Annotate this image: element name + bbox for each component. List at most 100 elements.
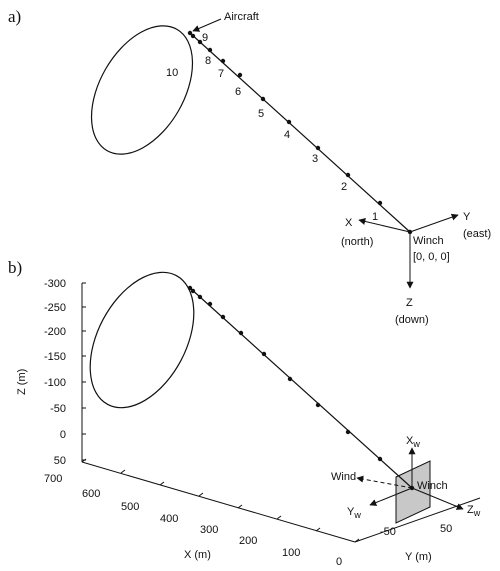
x-tick-label: 300: [200, 524, 218, 536]
x-tick-mark: [159, 481, 165, 486]
winch-label-a: Winch: [413, 235, 444, 247]
tether-node: [345, 429, 351, 435]
yw-label: Yw: [347, 506, 361, 520]
tether-node: [190, 33, 196, 39]
tether-node: [220, 314, 226, 320]
z-tick-label: -250: [44, 302, 66, 314]
point-label-8: 8: [205, 55, 211, 67]
winch-coords: [0, 0, 0]: [413, 251, 450, 263]
y-axis-title: Y (m): [405, 551, 432, 563]
zw-axis-arrow: [411, 487, 464, 510]
x-tick-label: 600: [82, 488, 100, 500]
zw-label: Zw: [467, 504, 481, 518]
x-tick-mark: [315, 527, 321, 532]
x-axis-name: X: [345, 217, 353, 229]
z-tick-label: -200: [44, 326, 66, 338]
point-label-6: 6: [235, 86, 241, 98]
panel-b: b) -300 -250 -200 -150 -100 -50 0 50 Z (…: [8, 258, 481, 568]
point-label-9: 9: [202, 32, 208, 44]
tether-node: [261, 351, 267, 357]
flight-path-loop-a: [90, 25, 194, 155]
x-axis-line: [81, 461, 356, 543]
point-label-1: 1: [372, 211, 378, 223]
winch-label-b: Winch: [417, 480, 448, 492]
x-tick-mark: [81, 458, 87, 463]
x-tick-label: 200: [239, 535, 257, 547]
tether-node: [377, 200, 383, 206]
y-tick-label: 50: [440, 523, 452, 535]
z-axis-direction: (down): [395, 314, 429, 326]
panel-a-label: a): [8, 7, 21, 26]
point-label-4: 4: [284, 129, 290, 141]
point-label-2: 2: [341, 181, 347, 193]
tether-node: [286, 119, 292, 125]
z-tick-label: -50: [50, 403, 66, 415]
x-tick-mark: [120, 469, 126, 474]
tether-node: [315, 145, 321, 151]
winch-point-b: [409, 485, 415, 491]
tether-node: [237, 72, 243, 78]
tether-node: [207, 47, 213, 53]
yw-axis-arrow: [369, 487, 413, 506]
tether-node: [315, 402, 321, 408]
x-tick-mark: [354, 538, 360, 543]
wind-arrow: [356, 475, 413, 489]
aircraft-label: Aircraft: [224, 11, 259, 23]
z-tick-label: 50: [54, 455, 66, 467]
tether-line-b: [189, 287, 413, 489]
x-axis-title: X (m): [184, 549, 211, 561]
tether-nodes-a: [187, 30, 383, 206]
z-tick-label: -150: [44, 351, 66, 363]
aircraft-arrow: [192, 18, 222, 32]
z-tick-label: -100: [44, 377, 66, 389]
tether-node: [207, 301, 213, 307]
wind-frame-axes: Wind Winch Xw Yw Zw: [331, 435, 481, 520]
y-tick-label: -50: [380, 526, 396, 538]
x-tick-label: 700: [44, 473, 62, 485]
y-axis-name: Y: [463, 211, 471, 223]
x-tick-mark: [198, 492, 204, 497]
x-axis-arrow: [358, 218, 411, 233]
flight-path-loop-b: [89, 271, 195, 409]
coordinate-frame-a: X (north) Y (east) Winch [0, 0, 0] Z (do…: [341, 211, 491, 326]
point-label-10: 10: [166, 67, 178, 79]
tether-node: [220, 58, 226, 64]
z-tick-label: 0: [60, 429, 66, 441]
x-tick-label: 500: [121, 501, 139, 513]
y-axis-direction: (east): [463, 228, 491, 240]
tether-node: [197, 39, 203, 45]
z-tick-label: -300: [44, 278, 66, 290]
x-tick-label: 400: [160, 513, 178, 525]
point-label-5: 5: [258, 108, 264, 120]
panel-a: a) Aircraft 1 2 3 4 5 6 7 8 9 10 X (nort…: [8, 7, 491, 326]
panel-b-label: b): [8, 258, 22, 277]
x-tick-mark: [237, 504, 243, 509]
winch-point-a: [407, 229, 413, 235]
z-axis-name: Z: [406, 297, 413, 309]
point-label-7: 7: [218, 68, 224, 80]
tether-node: [287, 376, 293, 382]
x-axis-direction: (north): [341, 236, 373, 248]
x-ticks: [81, 458, 360, 543]
x-tick-label: 0: [336, 556, 342, 568]
x-tick-label: 100: [282, 547, 300, 559]
tether-node: [377, 456, 383, 462]
y-axis-arrow: [409, 213, 459, 233]
xw-label: Xw: [406, 435, 420, 449]
z-axis-title: Z (m): [16, 369, 28, 395]
tether-nodes-b: [187, 285, 383, 462]
tether-node: [187, 30, 193, 36]
tether-node: [187, 285, 193, 291]
tether-node: [190, 288, 196, 294]
tether-node: [260, 96, 266, 102]
tether-line-a: [189, 32, 411, 233]
tether-node: [238, 330, 244, 336]
tether-node: [197, 294, 203, 300]
wind-plane: [395, 460, 431, 524]
x-tick-mark: [276, 515, 282, 520]
wind-label: Wind: [331, 471, 356, 483]
point-label-3: 3: [312, 153, 318, 165]
z-ticks: [82, 282, 86, 461]
tether-node: [345, 172, 351, 178]
